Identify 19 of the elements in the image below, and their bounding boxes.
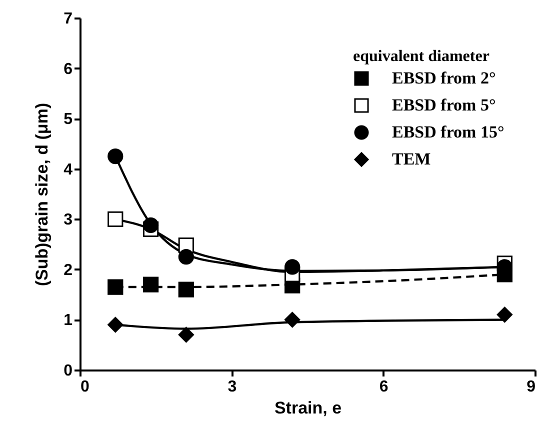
y-tick-label: 0 [64,362,73,380]
x-tick-label: 0 [80,378,90,396]
y-tick-label: 6 [64,60,73,78]
y-tick-label: 7 [64,10,73,28]
x-tick-label: 9 [526,378,536,396]
y-tick-label: 4 [64,161,73,178]
y-axis-title: (Sub)grain size, d (μm) [32,102,52,286]
legend-label: EBSD from 5° [392,96,496,114]
legend-label: EBSD from 15° [392,122,504,142]
y-tick-label: 3 [64,212,73,229]
y-tick-label: 1 [64,312,73,330]
y-tick-label: 2 [64,262,73,279]
legend-title: equivalent diameter [353,48,490,65]
x-tick-label: 3 [228,378,237,396]
legend-label: EBSD from 2° [392,68,496,88]
x-axis-title: Strain, e [274,398,342,418]
legend-label: TEM [392,150,431,168]
y-tick-label: 5 [64,111,73,128]
x-tick-label: 6 [379,378,388,396]
